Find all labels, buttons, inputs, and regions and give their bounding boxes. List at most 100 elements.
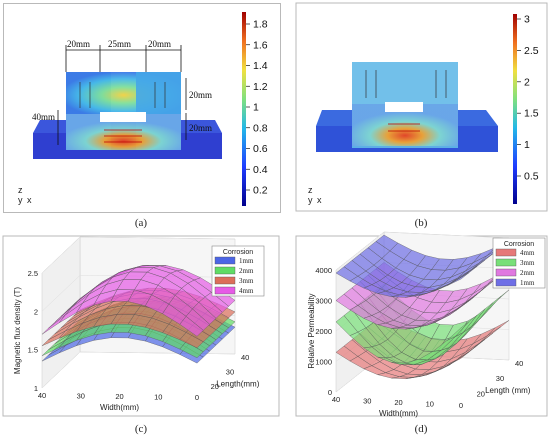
- legend-swatch: [495, 248, 517, 257]
- dim-top-mid: 25mm: [108, 39, 131, 49]
- svg-text:x: x: [317, 195, 322, 205]
- x-tick-label: 10: [426, 400, 434, 409]
- y-tick-label: 30: [496, 374, 504, 383]
- dim-top-right: 20mm: [148, 39, 171, 49]
- dim-left: 40mm: [32, 112, 55, 122]
- caption-a: (a): [134, 217, 148, 229]
- colorbar-tick-label: 1: [524, 139, 530, 151]
- legend-swatch: [214, 266, 236, 275]
- x-tick-label: 20: [115, 392, 123, 401]
- legend-swatch: [495, 278, 517, 287]
- legend-swatch: [495, 258, 517, 267]
- legend-swatch: [495, 268, 517, 277]
- legend-label: 2mm: [239, 267, 254, 275]
- panel-b-model: [295, 2, 548, 212]
- caption-d: (d): [414, 423, 428, 435]
- colorbar-tick-label: 0.8: [253, 122, 268, 134]
- legend-swatch: [214, 286, 236, 295]
- surface-facet: [447, 351, 470, 366]
- colorbar-tick-label: 0.5: [524, 171, 539, 183]
- axis-glyph-b: z y x: [308, 185, 322, 205]
- svg-text:y: y: [18, 195, 23, 205]
- legend-label: 3mm: [520, 259, 535, 267]
- field-arrows: [79, 82, 166, 143]
- surface-facet: [179, 316, 204, 337]
- y-tick-label: 20: [211, 382, 219, 391]
- z-tick-label: 4000: [315, 266, 332, 275]
- b-air-gap: [385, 102, 423, 112]
- panel-c-frame: [2, 235, 280, 417]
- surface-facet: [447, 272, 470, 286]
- y-axis-label: Length(mm): [216, 379, 259, 388]
- colorbar-b: [513, 14, 517, 204]
- z-tick-label: 1.5: [28, 346, 38, 355]
- y-axis-label: Length (mm): [485, 386, 531, 395]
- z-tick-label: 3000: [315, 297, 332, 306]
- panel-a-model: [33, 45, 222, 159]
- z-tick-label: 0: [328, 388, 332, 397]
- colorbar-tick-label: 1.2: [253, 81, 268, 93]
- colorbar-tick-label: 1.5: [524, 108, 539, 120]
- z-gridline: [335, 231, 510, 271]
- surface-facet: [179, 332, 204, 349]
- surface-4mm: [41, 265, 236, 337]
- z-tick-label: 1: [34, 384, 38, 393]
- svg-text:z: z: [308, 185, 313, 195]
- x-tick-label: 20: [394, 398, 402, 407]
- colorbar-tick-label: 1.8: [253, 19, 268, 31]
- surface-facet: [446, 321, 470, 341]
- surface-facet: [447, 300, 470, 315]
- colorbar-tick-label: 0.6: [253, 143, 268, 155]
- chart-d: 0 1000 2000 3000 4000 40 30 20 10 0 20 30 40 Width(mm…: [307, 231, 546, 418]
- legend-label: 4mm: [520, 249, 535, 257]
- svg-text:z: z: [18, 185, 23, 195]
- legend-label: 2mm: [520, 269, 535, 277]
- svg-text:x: x: [27, 195, 32, 205]
- y-tick-label: 40: [241, 353, 249, 362]
- svg-text:y: y: [308, 195, 313, 205]
- legend-label: 1mm: [239, 257, 254, 265]
- z-gridline: [41, 236, 236, 274]
- y-tick-label: 30: [226, 367, 234, 376]
- dim-top-left: 20mm: [67, 39, 90, 49]
- x-tick-label: 40: [332, 395, 340, 404]
- surface-facet: [179, 341, 204, 359]
- legend-label: 4mm: [239, 287, 254, 295]
- dim-right-bottom: 20mm: [189, 123, 212, 133]
- colorbar-a: [242, 12, 246, 206]
- z-tick-label: 1000: [315, 358, 332, 367]
- x-tick-label: 0: [459, 401, 463, 410]
- z-axis-label: Magnetic flux density (T): [13, 287, 22, 374]
- colorbar-tick-label: 2.5: [524, 45, 539, 57]
- caption-b: (b): [414, 217, 428, 229]
- surface-3mm: [335, 283, 510, 365]
- legend-title: Corrosion: [223, 249, 253, 256]
- x-tick-label: 0: [195, 393, 199, 402]
- x-axis-label: Width(mm): [379, 409, 418, 418]
- legend-swatch: [214, 276, 236, 285]
- colorbar-tick-label: 1.4: [253, 60, 268, 72]
- legend-title: Corrosion: [504, 241, 534, 248]
- colorbar-tick-label: 3: [524, 14, 530, 26]
- caption-c: (c): [134, 423, 148, 435]
- x-tick-label: 40: [38, 391, 46, 400]
- y-tick-label: 20: [477, 389, 485, 398]
- axis-glyph-a: z y x: [18, 185, 32, 205]
- x-tick-label: 30: [77, 392, 85, 401]
- legend-label: 1mm: [520, 279, 535, 287]
- dim-right-top: 20mm: [189, 90, 212, 100]
- colorbar-tick-label: 1.6: [253, 39, 268, 51]
- x-axis-label: Width(mm): [100, 403, 139, 412]
- colorbar-tick-label: 1: [253, 102, 259, 114]
- panel-b-frame: [295, 2, 548, 212]
- z-tick-label: 2: [34, 307, 38, 316]
- z-tick-label: 2.5: [28, 269, 38, 278]
- colorbar-a-ticks: 1.8 1.6 1.4 1.2 1 0.8 0.6 0.4 0.2: [246, 19, 268, 197]
- legend-swatch: [214, 256, 236, 265]
- chart-c: 1 1.5 2 2.5 40 30 20 10 0 20 30 40 Width(mm) Length(m…: [13, 236, 265, 412]
- z-axis-label: Relative Permeability: [307, 293, 316, 368]
- z-tick-label: 2000: [315, 327, 332, 336]
